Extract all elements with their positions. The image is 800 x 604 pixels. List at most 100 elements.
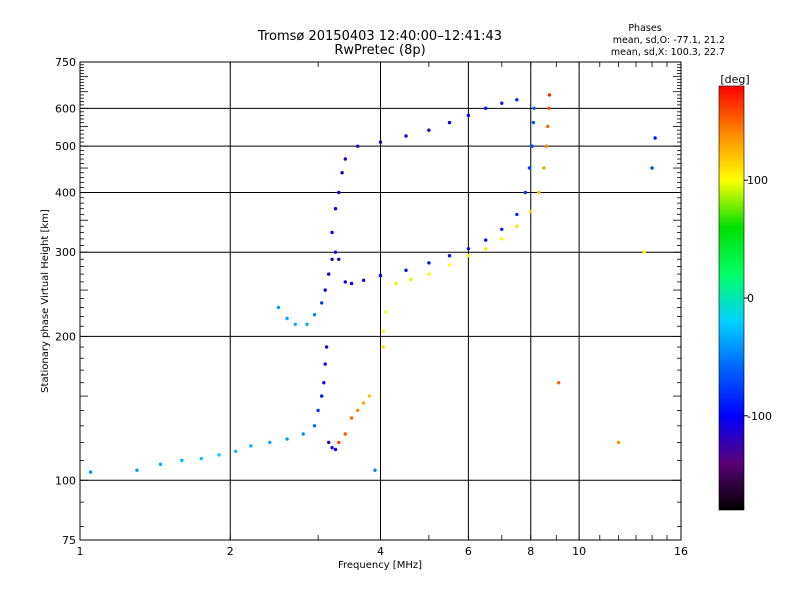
y-tick-label: 500 [55,140,76,153]
echo-point [337,257,341,261]
x-tick-label: 8 [527,545,534,558]
echo-point [394,281,398,286]
y-tick-label: 100 [55,474,76,487]
echo-point [404,268,408,272]
echo-point [320,301,324,305]
y-tick-labels: 75 100 200 300 400 500 600 750 [55,56,76,547]
echo-point [537,190,541,195]
echo-point [343,157,347,161]
echo-point [378,140,383,144]
echo-point [268,440,272,445]
echo-point [316,408,320,413]
echo-point [381,329,385,333]
y-tick-label: 600 [55,102,76,115]
echo-point [642,250,646,254]
echo-point [305,322,309,326]
echo-point [484,247,488,251]
echo-point [484,238,488,242]
echo-point [542,166,546,170]
echo-point [530,144,534,148]
echo-point [367,394,372,398]
echo-point [343,432,347,436]
echo-point [276,305,281,310]
echo-point [531,120,536,125]
echo-point [333,250,338,254]
echo-point [523,190,527,195]
echo-point [361,278,366,282]
echo-point [378,273,383,278]
echo-point [447,263,452,267]
echo-point [529,209,533,214]
echo-point [547,93,552,97]
x-tick-labels: 1 2 4 6 8 10 16 [77,545,689,558]
echo-point [217,453,221,457]
echo-point [322,381,326,385]
echo-point [427,261,431,265]
echo-point [340,171,344,175]
colorbar-tick-label: 0 [747,292,754,305]
echo-point [384,310,388,314]
echo-point [373,468,377,472]
y-tick-label: 200 [55,330,76,343]
echo-point [356,144,360,148]
echo-point [515,98,519,102]
echo-point [285,437,289,441]
y-tick-label: 750 [55,56,76,69]
echo-point [249,444,253,448]
minor-ticks [79,62,682,540]
y-axis-label: Stationary phase Virtual Height [km] [40,209,51,393]
echo-point [327,272,331,276]
colorbar-ticks: 100 0 -100 [744,174,772,423]
phases-heading: Phases [628,23,661,34]
echo-point [546,124,550,129]
echo-point [88,470,93,474]
echo-point [447,254,452,258]
x-tick-label: 6 [465,545,472,558]
x-tick-label: 1 [77,545,84,558]
echo-point [544,144,549,148]
y-tick-label: 400 [55,186,76,199]
echo-point [333,447,338,452]
echo-point [547,106,551,111]
echo-point [330,257,334,261]
echo-point [343,280,347,284]
chart-title: Tromsø 20150403 12:40:00–12:41:43 [257,29,502,44]
chart-subtitle: RwPretec (8p) [334,43,425,58]
echo-point [158,462,163,466]
echo-point [650,166,654,170]
colorbar-tick-label: 100 [747,174,768,187]
echo-point [653,136,657,140]
echo-point [323,362,327,366]
echo-point [312,313,317,317]
echo-point [199,456,203,461]
x-tick-label: 10 [572,545,586,558]
echo-point [135,468,139,472]
echo-point [320,394,324,398]
echo-point [233,449,238,453]
echo-point [557,381,561,385]
echo-point [404,134,408,138]
echo-point [381,345,385,349]
echo-points [88,93,657,474]
y-tick-label: 75 [62,534,76,547]
echo-point [447,120,452,125]
x-tick-label: 2 [227,545,234,558]
echo-point [349,416,354,420]
echo-point [466,254,471,258]
echo-point [484,106,488,111]
x-tick-label: 4 [377,545,384,558]
echo-point [515,224,519,228]
echo-point [527,166,532,170]
echo-point [323,288,327,292]
echo-point [180,458,184,463]
echo-point [324,345,329,349]
echo-point [327,440,331,445]
echo-point [500,101,504,105]
echo-point [500,227,504,231]
echo-point [293,322,297,326]
echo-point [515,212,519,217]
echo-point [427,272,431,276]
echo-point [466,247,471,251]
echo-point [500,237,504,241]
